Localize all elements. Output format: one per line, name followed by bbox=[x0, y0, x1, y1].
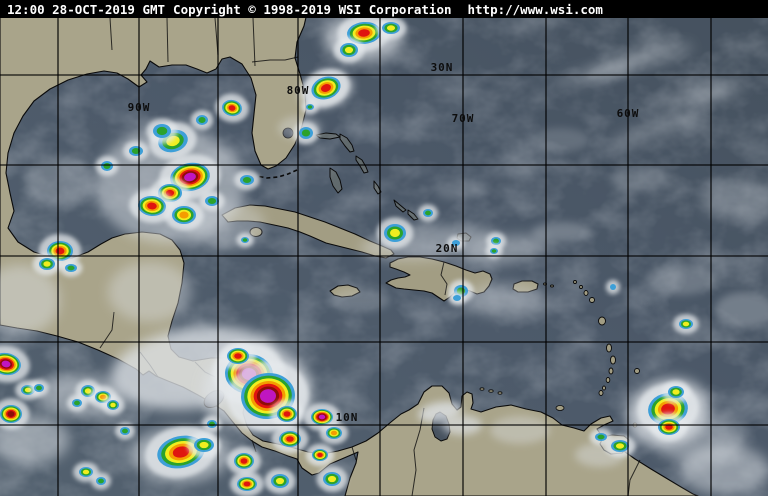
storm-cell bbox=[589, 428, 613, 446]
storm-cell bbox=[316, 466, 348, 492]
graticule-layer bbox=[0, 18, 768, 496]
storm-cell bbox=[202, 415, 222, 433]
meridian-label: 60W bbox=[617, 107, 640, 120]
meridian-label: 80W bbox=[287, 84, 310, 97]
storm-cell bbox=[418, 204, 438, 222]
storm-cell bbox=[115, 422, 135, 440]
storm-cell bbox=[123, 141, 149, 161]
storm-overlay-layer bbox=[0, 14, 699, 496]
parallel-label: 10N bbox=[336, 411, 359, 424]
storm-cell bbox=[333, 37, 365, 63]
storm-cell bbox=[375, 16, 407, 40]
parallel-label: 20N bbox=[436, 242, 459, 255]
storm-cell bbox=[376, 217, 414, 249]
graticule-labels-layer: 90W 80W 70W 60W 30N 20N 10N bbox=[128, 61, 640, 424]
storm-cell bbox=[661, 380, 691, 404]
storm-cell bbox=[67, 394, 87, 412]
header-banner: 12:00 28-OCT-2019 GMT Copyright © 1998-2… bbox=[0, 0, 768, 18]
storm-cell bbox=[215, 93, 249, 123]
storm-cell bbox=[305, 443, 335, 467]
parallel-label: 30N bbox=[431, 61, 454, 74]
header-timestamp: 12:00 28-OCT-2019 GMT bbox=[7, 1, 166, 17]
storm-cell bbox=[146, 118, 178, 144]
storm-cell bbox=[91, 472, 111, 490]
storm-cell bbox=[95, 156, 119, 176]
storm-cell bbox=[59, 259, 83, 277]
storm-cell bbox=[301, 99, 319, 115]
meridian-label: 70W bbox=[452, 112, 475, 125]
storm-cell bbox=[219, 341, 257, 371]
header-copyright: Copyright © 1998-2019 WSI Corporation bbox=[173, 1, 452, 17]
storm-cell bbox=[0, 398, 30, 430]
storm-cell bbox=[448, 290, 466, 306]
storm-cell bbox=[0, 345, 30, 383]
storm-cell bbox=[101, 395, 125, 415]
storm-cell bbox=[187, 432, 221, 458]
storm-cell bbox=[293, 121, 319, 145]
islands-venezuela-offshore bbox=[479, 387, 565, 411]
storm-cell bbox=[29, 379, 49, 397]
storm-cell bbox=[319, 421, 349, 445]
storm-cell bbox=[32, 252, 62, 276]
meridian-label: 90W bbox=[128, 101, 151, 114]
storm-cell bbox=[485, 243, 503, 259]
storm-cell bbox=[447, 235, 465, 251]
storm-cell bbox=[129, 188, 175, 224]
storm-cell bbox=[605, 279, 621, 295]
storm-cell bbox=[190, 110, 214, 130]
storm-cell bbox=[264, 468, 296, 494]
storm-cell bbox=[673, 314, 699, 334]
storm-cell bbox=[302, 68, 350, 108]
header-url: http://www.wsi.com bbox=[467, 1, 603, 17]
storm-cell bbox=[270, 399, 304, 429]
storm-cell bbox=[650, 412, 688, 442]
storm-cell bbox=[236, 232, 254, 248]
storm-cell bbox=[164, 199, 204, 231]
storm-cell bbox=[199, 191, 225, 211]
storm-cell bbox=[234, 170, 260, 190]
storm-cell bbox=[227, 360, 309, 432]
storm-cell bbox=[227, 446, 261, 476]
storm-cell bbox=[230, 471, 264, 496]
storm-cell bbox=[271, 424, 309, 454]
storm-cell bbox=[303, 402, 341, 432]
